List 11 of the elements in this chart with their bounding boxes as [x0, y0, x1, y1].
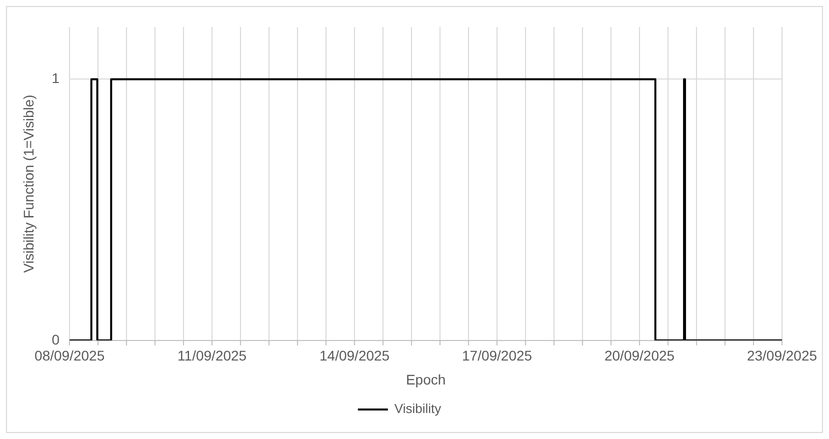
x-tick-label: 23/09/2025: [746, 348, 818, 364]
x-tick-label: 20/09/2025: [604, 348, 675, 364]
x-tick-label: 14/09/2025: [320, 348, 390, 364]
x-tick-label: 17/09/2025: [462, 348, 532, 364]
y-tick-label: 1: [52, 70, 60, 86]
x-axis-title: Epoch: [406, 371, 446, 388]
y-tick-label: 0: [52, 331, 60, 348]
x-tick-label: 08/09/2025: [34, 348, 105, 364]
y-axis-title: Visibility Function (1=Visible): [20, 94, 36, 273]
x-tick-label: 11/09/2025: [178, 348, 247, 364]
legend-label: Visibility: [394, 401, 442, 416]
